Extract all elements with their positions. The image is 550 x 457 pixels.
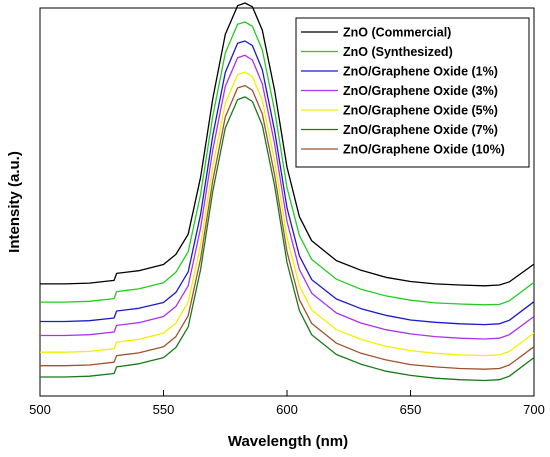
x-axis-title: Wavelength (nm): [228, 433, 348, 450]
legend-label: ZnO/Graphene Oxide (5%): [343, 104, 498, 118]
x-tick-label: 600: [276, 402, 298, 417]
legend: ZnO (Commercial) ZnO (Synthesized) ZnO/Gra…: [295, 17, 530, 168]
series-line-0: [40, 2, 535, 287]
x-tick-label: 500: [29, 402, 51, 417]
legend-items: ZnO (Commercial) ZnO (Synthesized) ZnO/Gra…: [301, 26, 505, 157]
x-tick-label: 550: [153, 402, 175, 417]
y-axis-title: Intensity (a.u.): [6, 151, 23, 253]
legend-label: ZnO (Synthesized): [343, 45, 453, 59]
legend-label: ZnO/Graphene Oxide (10%): [343, 143, 505, 157]
legend-box: [295, 17, 530, 168]
series-line-5: [40, 96, 535, 382]
series-line-3: [40, 54, 535, 340]
legend-label: ZnO/Graphene Oxide (1%): [343, 65, 498, 79]
series-layer: [40, 2, 535, 382]
series-line-4: [40, 71, 535, 357]
x-axis: 500 550 600 650 700: [29, 390, 545, 417]
series-line-1: [40, 21, 535, 306]
legend-label: ZnO/Graphene Oxide (7%): [343, 123, 498, 137]
x-tick-label: 700: [523, 402, 545, 417]
series-line-2: [40, 40, 535, 326]
x-tick-label: 650: [400, 402, 422, 417]
legend-label: ZnO/Graphene Oxide (3%): [343, 84, 498, 98]
legend-label: ZnO (Commercial): [343, 26, 451, 40]
series-line-6: [40, 84, 535, 370]
